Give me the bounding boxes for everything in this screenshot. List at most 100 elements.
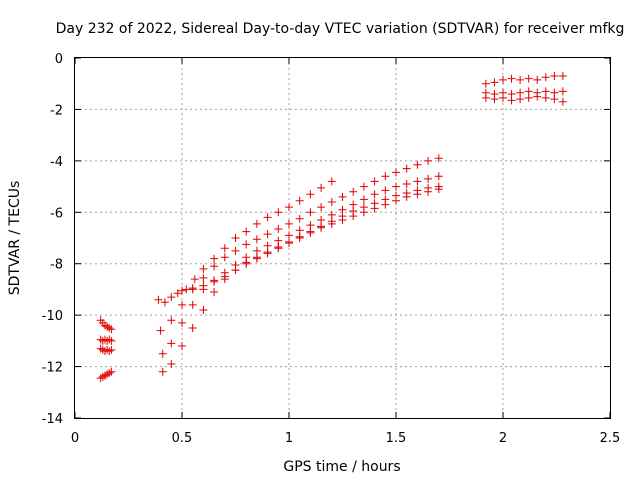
data-point (558, 72, 567, 80)
data-point (295, 196, 304, 205)
data-point (220, 253, 229, 262)
data-point (100, 371, 109, 380)
data-point (285, 219, 293, 228)
data-point (370, 190, 379, 199)
data-point (413, 177, 422, 186)
data-point (516, 75, 525, 84)
data-point (381, 172, 390, 181)
data-point (252, 235, 261, 244)
data-point (167, 339, 176, 348)
plot-frame (74, 57, 611, 419)
data-point (274, 208, 283, 217)
y-tick-label: -14 (42, 412, 63, 427)
data-point (285, 239, 293, 248)
data-point (370, 204, 379, 213)
data-point (490, 95, 499, 104)
x-tick-label: 1 (285, 431, 293, 446)
data-point (154, 295, 163, 304)
data-point (402, 192, 411, 201)
data-point (424, 174, 433, 183)
data-point (178, 342, 186, 350)
data-point (263, 230, 272, 239)
data-point (306, 228, 315, 237)
data-point (402, 180, 411, 188)
data-point (317, 203, 326, 212)
data-point (541, 73, 550, 82)
data-point (107, 345, 116, 354)
data-point (158, 349, 167, 358)
data-point (105, 335, 114, 344)
y-tick-label: -6 (50, 206, 63, 221)
data-point (481, 79, 490, 88)
data-point (481, 93, 490, 102)
data-point (107, 325, 116, 334)
data-point (507, 74, 516, 83)
data-point (231, 234, 240, 242)
data-point (199, 273, 208, 282)
data-point (199, 306, 208, 314)
data-point (103, 370, 112, 379)
data-point (306, 208, 315, 217)
data-point (349, 212, 358, 221)
data-point (98, 372, 107, 381)
data-point (188, 300, 197, 309)
data-point (490, 78, 499, 87)
data-point (507, 96, 516, 105)
data-point (210, 288, 219, 296)
data-point (499, 75, 507, 84)
data-point (327, 177, 336, 186)
x-axis-label: GPS time / hours (283, 459, 400, 475)
data-point (338, 192, 347, 201)
x-tick-label: 0.5 (172, 431, 193, 446)
series-5 (156, 154, 443, 335)
data-point (524, 93, 533, 102)
y-axis-label: SDTVAR / TECUs (7, 181, 23, 296)
series-8 (178, 185, 443, 295)
series-11 (481, 92, 567, 106)
data-point (524, 74, 533, 83)
data-point (210, 262, 219, 271)
data-point (413, 160, 422, 169)
x-tick-label: 0 (71, 431, 79, 446)
data-point (242, 227, 251, 236)
y-tick-label: -2 (50, 103, 63, 118)
data-point (178, 286, 186, 295)
y-tick-label: -4 (50, 155, 63, 170)
data-point (392, 196, 400, 205)
data-point (327, 198, 336, 206)
data-point (156, 326, 165, 335)
data-point (533, 75, 542, 84)
data-point (349, 187, 358, 196)
x-tick-label: 2 (499, 431, 507, 446)
data-point (327, 219, 336, 228)
data-point (105, 324, 114, 332)
y-tick-label: -10 (42, 309, 63, 324)
data-point (173, 289, 182, 298)
data-point (199, 264, 208, 273)
data-points (96, 72, 567, 383)
series-1 (96, 335, 116, 345)
data-point (392, 182, 400, 191)
data-point (105, 369, 114, 377)
data-point (188, 284, 197, 293)
data-point (402, 164, 411, 173)
data-point (178, 300, 186, 309)
data-point (220, 272, 229, 281)
data-point (231, 246, 240, 255)
series-2 (96, 344, 116, 356)
data-point (381, 200, 390, 209)
y-tick-label: 0 (55, 52, 63, 67)
grid-lines (75, 58, 610, 418)
chart-title: Day 232 of 2022, Sidereal Day-to-day VTE… (56, 21, 625, 37)
series-7 (158, 182, 443, 376)
data-point (285, 203, 293, 212)
data-point (295, 214, 304, 223)
data-point (263, 213, 272, 222)
data-point (558, 97, 567, 106)
data-point (317, 183, 326, 192)
x-tick-label: 2.5 (600, 431, 621, 446)
data-point (306, 190, 315, 199)
data-point (96, 374, 105, 383)
data-point (359, 195, 368, 204)
